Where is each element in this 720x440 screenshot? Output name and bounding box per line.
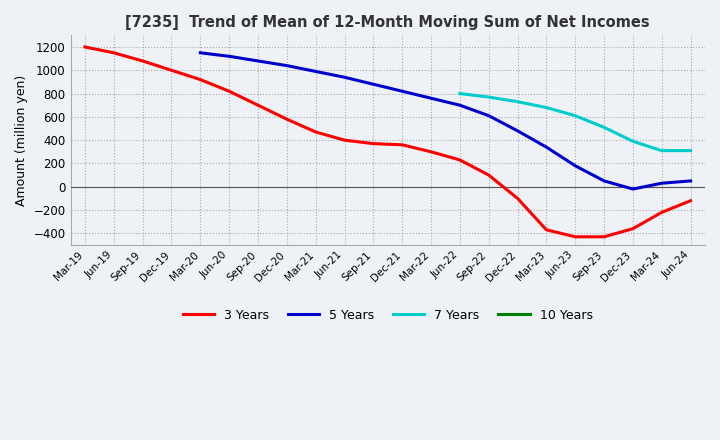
Legend: 3 Years, 5 Years, 7 Years, 10 Years: 3 Years, 5 Years, 7 Years, 10 Years — [178, 304, 598, 327]
5 Years — [340, 75, 348, 80]
Title: [7235]  Trend of Mean of 12-Month Moving Sum of Net Incomes: [7235] Trend of Mean of 12-Month Moving … — [125, 15, 650, 30]
7 Years — [571, 113, 580, 118]
5 Years — [225, 54, 233, 59]
7 Years — [686, 148, 695, 153]
3 Years — [542, 227, 551, 232]
3 Years — [109, 50, 118, 55]
3 Years — [81, 44, 89, 50]
7 Years — [456, 91, 464, 96]
3 Years — [340, 138, 348, 143]
5 Years — [485, 113, 493, 118]
5 Years — [600, 178, 608, 183]
5 Years — [398, 88, 407, 94]
5 Years — [196, 50, 204, 55]
5 Years — [253, 59, 262, 64]
Y-axis label: Amount (million yen): Amount (million yen) — [15, 74, 28, 206]
3 Years — [513, 196, 522, 201]
7 Years — [513, 99, 522, 104]
5 Years — [571, 163, 580, 169]
3 Years — [398, 142, 407, 147]
3 Years — [686, 198, 695, 203]
3 Years — [225, 88, 233, 94]
3 Years — [600, 234, 608, 239]
5 Years — [311, 69, 320, 74]
3 Years — [427, 149, 436, 154]
3 Years — [253, 103, 262, 108]
5 Years — [513, 128, 522, 133]
3 Years — [167, 68, 176, 73]
3 Years — [629, 226, 637, 231]
5 Years — [427, 95, 436, 101]
7 Years — [600, 125, 608, 130]
5 Years — [369, 81, 378, 87]
5 Years — [686, 178, 695, 183]
3 Years — [311, 129, 320, 135]
7 Years — [657, 148, 666, 153]
3 Years — [456, 158, 464, 163]
Line: 5 Years: 5 Years — [200, 53, 690, 189]
5 Years — [542, 144, 551, 150]
3 Years — [657, 210, 666, 215]
7 Years — [629, 139, 637, 144]
3 Years — [138, 59, 147, 64]
Line: 7 Years: 7 Years — [460, 94, 690, 150]
5 Years — [657, 180, 666, 186]
7 Years — [542, 105, 551, 110]
3 Years — [196, 77, 204, 82]
5 Years — [629, 187, 637, 192]
7 Years — [485, 95, 493, 100]
3 Years — [369, 141, 378, 146]
5 Years — [456, 103, 464, 108]
3 Years — [571, 234, 580, 239]
5 Years — [282, 63, 291, 68]
3 Years — [282, 117, 291, 122]
Line: 3 Years: 3 Years — [85, 47, 690, 237]
3 Years — [485, 172, 493, 178]
